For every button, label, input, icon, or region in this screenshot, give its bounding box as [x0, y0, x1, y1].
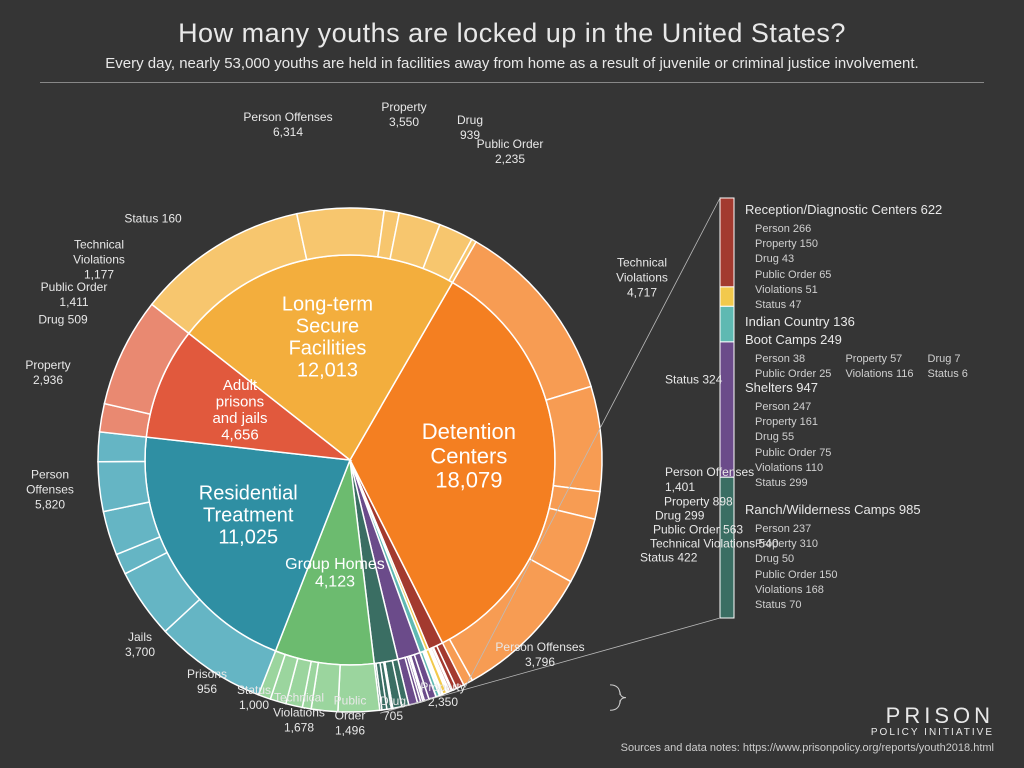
detail-shelters: Shelters 947Person 247Property 161Drug 5… [745, 378, 831, 492]
offense-label: Drug 299 [655, 509, 704, 524]
offense-label: Drug 705 [380, 694, 406, 724]
offense-label: Technical Violations 1,177 [73, 238, 125, 283]
offense-label: Property 2,350 [420, 680, 465, 710]
divider [40, 82, 984, 83]
offense-label: Technical Violations 4,717 [616, 256, 668, 301]
offense-label: Person Offenses 5,820 [26, 468, 74, 513]
offense-label: Status 160 [124, 212, 181, 227]
offense-label: Person Offenses 3,796 [495, 640, 584, 670]
offense-label: Property 3,550 [381, 100, 426, 130]
offense-label: Public Order 1,411 [41, 280, 108, 310]
offense-label: Status 422 [640, 551, 697, 566]
offense-label: Technical Violations 1,678 [273, 691, 325, 736]
page-title: How many youths are locked up in the Uni… [0, 0, 1024, 49]
footer: PRISON POLICY INITIATIVE Sources and dat… [621, 703, 994, 754]
offense-label: Property 898 [664, 495, 733, 510]
offense-label: Public Order 563 [653, 523, 743, 538]
offense-label: Public Order 1,496 [334, 694, 367, 739]
brand-logo: PRISON [621, 703, 994, 729]
detail-boot: Boot Camps 249Person 38Public Order 25Pr… [745, 330, 968, 382]
offense-label: Status 1,000 [237, 683, 271, 713]
offense-label: Public Order 2,235 [477, 137, 544, 167]
offense-label: Person Offenses 1,401 [665, 465, 754, 495]
offense-label: Jails 3,700 [125, 630, 155, 660]
offense-label: Status 324 [665, 373, 722, 388]
offense-label: Drug 509 [38, 313, 87, 328]
page-subtitle: Every day, nearly 53,000 youths are held… [0, 55, 1024, 72]
detail-reception: Reception/Diagnostic Centers 622Person 2… [745, 200, 942, 314]
brand-subline: POLICY INITIATIVE [621, 727, 994, 738]
sunburst-chart: DetentionCenters18,079Group Homes4,123Re… [0, 90, 1024, 710]
svg-text:DetentionCenters18,079: DetentionCenters18,079 [422, 419, 516, 492]
offense-label: Property 2,936 [25, 358, 70, 388]
offense-label: Prisons 956 [187, 667, 227, 697]
detail-ranch: Ranch/Wilderness Camps 985Person 237Prop… [745, 500, 921, 614]
source-line: Sources and data notes: https://www.pris… [621, 742, 994, 754]
offense-label: Person Offenses 6,314 [243, 110, 332, 140]
